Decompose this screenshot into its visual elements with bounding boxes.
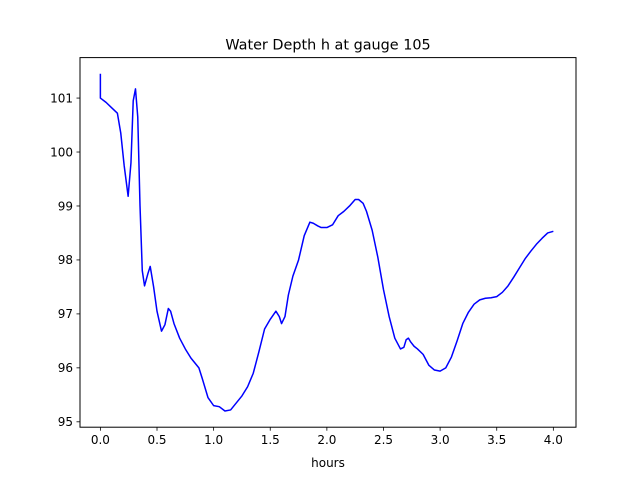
x-axis: 0.0 0.5 1.0 1.5 2.0 2.5 3.0 3.5 4.0 <box>91 427 563 447</box>
x-tick-label: 0.0 <box>91 433 110 447</box>
chart-title: Water Depth h at gauge 105 <box>225 38 430 54</box>
plot-area <box>80 57 576 428</box>
y-axis: 95 96 97 98 99 100 101 <box>50 91 80 429</box>
x-axis-label: hours <box>311 456 345 470</box>
y-tick-label: 96 <box>58 361 73 375</box>
x-tick-label: 2.5 <box>374 433 393 447</box>
y-tick-label: 97 <box>58 307 73 321</box>
y-tick-label: 98 <box>58 253 73 267</box>
x-tick-label: 2.0 <box>317 433 336 447</box>
plot-frame <box>79 57 577 428</box>
series-layer <box>99 73 554 412</box>
x-tick-label: 1.0 <box>204 433 223 447</box>
x-tick-label: 3.0 <box>431 433 450 447</box>
series-line <box>99 73 554 412</box>
x-tick-label: 3.5 <box>487 433 506 447</box>
x-tick-label: 4.0 <box>544 433 563 447</box>
y-tick-label: 99 <box>58 199 73 213</box>
y-tick-label: 100 <box>50 145 73 159</box>
x-tick-label: 0.5 <box>147 433 166 447</box>
y-tick-label: 95 <box>58 415 73 429</box>
y-tick-label: 101 <box>50 91 73 105</box>
x-tick-label: 1.5 <box>261 433 280 447</box>
